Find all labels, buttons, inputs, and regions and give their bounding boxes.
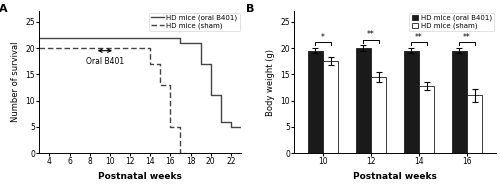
- Bar: [419, 86, 434, 153]
- HD mice (oral B401): [208, 94, 214, 96]
- Bar: [452, 51, 467, 153]
- HD mice (sham): [168, 126, 173, 128]
- Text: **: **: [463, 33, 471, 42]
- Text: B: B: [246, 4, 254, 14]
- HD mice (sham): [182, 152, 188, 154]
- HD mice (oral B401): [218, 120, 224, 123]
- Bar: [323, 61, 338, 153]
- Bar: [404, 51, 419, 153]
- Text: *: *: [321, 33, 325, 42]
- Y-axis label: Body weight (g): Body weight (g): [266, 49, 275, 116]
- HD mice (oral B401): [228, 126, 234, 128]
- HD mice (sham): [158, 63, 164, 65]
- Text: **: **: [415, 33, 423, 42]
- HD mice (sham): [158, 84, 164, 86]
- Bar: [371, 77, 386, 153]
- Text: A: A: [0, 4, 8, 14]
- HD mice (oral B401): [178, 42, 184, 44]
- HD mice (oral B401): [218, 94, 224, 96]
- Text: **: **: [367, 30, 375, 39]
- Y-axis label: Number of survival: Number of survival: [11, 42, 20, 122]
- Line: HD mice (oral B401): HD mice (oral B401): [40, 38, 241, 127]
- HD mice (sham): [168, 84, 173, 86]
- HD mice (oral B401): [228, 120, 234, 123]
- X-axis label: Postnatal weeks: Postnatal weeks: [353, 172, 437, 181]
- Bar: [467, 95, 482, 153]
- Bar: [308, 51, 323, 153]
- Legend: HD mice (oral B401), HD mice (sham): HD mice (oral B401), HD mice (sham): [149, 13, 240, 31]
- HD mice (sham): [36, 47, 43, 49]
- HD mice (sham): [178, 126, 184, 128]
- HD mice (sham): [147, 63, 153, 65]
- Bar: [356, 48, 371, 153]
- HD mice (sham): [147, 47, 153, 49]
- Line: HD mice (sham): HD mice (sham): [40, 48, 186, 153]
- HD mice (oral B401): [208, 63, 214, 65]
- HD mice (oral B401): [36, 36, 43, 39]
- Text: Oral B401: Oral B401: [86, 57, 124, 66]
- HD mice (oral B401): [198, 63, 203, 65]
- HD mice (sham): [178, 152, 184, 154]
- X-axis label: Postnatal weeks: Postnatal weeks: [98, 172, 182, 181]
- HD mice (oral B401): [178, 36, 184, 39]
- HD mice (oral B401): [198, 42, 203, 44]
- Legend: HD mice (oral B401), HD mice (sham): HD mice (oral B401), HD mice (sham): [410, 13, 494, 31]
- HD mice (oral B401): [238, 126, 244, 128]
